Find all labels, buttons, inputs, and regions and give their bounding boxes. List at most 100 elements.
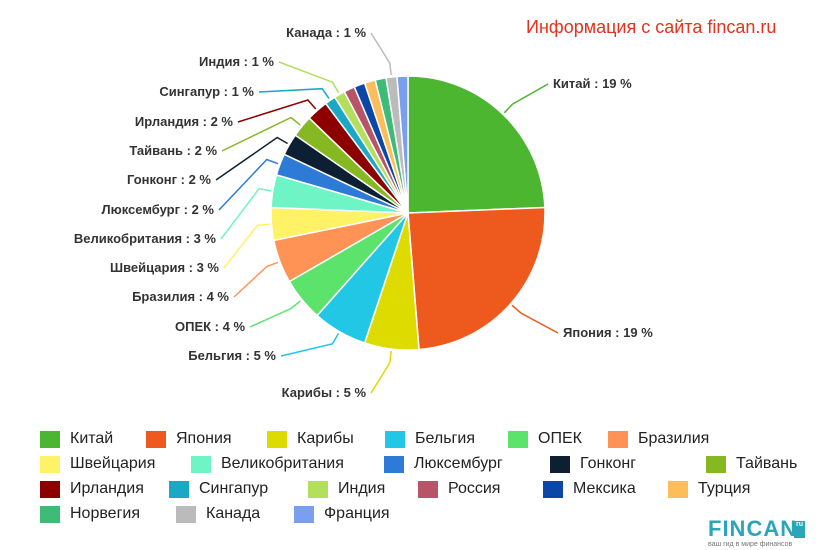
source-note: Информация с сайта fincan.ru (526, 17, 777, 37)
legend-label: Великобритания (221, 455, 344, 472)
legend-item-0[interactable]: Китай (40, 429, 113, 449)
callout-label-6: Швейцария : 3 % (110, 260, 219, 275)
callout-leader-1 (511, 304, 559, 334)
legend-item-6[interactable]: Швейцария (40, 454, 155, 474)
legend-label: Швейцария (70, 455, 156, 472)
legend-swatch (385, 430, 405, 448)
callout-leader-11 (237, 99, 317, 123)
legend-swatch (550, 455, 570, 473)
legend-item-4[interactable]: ОПЕК (508, 429, 582, 449)
logo-wordmark: FINCAN (708, 516, 798, 541)
fincan-logo: FINCAN ru ваш гид в мире финансов (708, 518, 820, 548)
callout-label-9: Гонконг : 2 % (127, 172, 211, 187)
pie-slices (270, 75, 546, 351)
legend-swatch (308, 480, 328, 498)
legend-item-14[interactable]: Россия (418, 479, 500, 499)
legend-label: Китай (70, 430, 114, 447)
legend-item-17[interactable]: Норвегия (40, 504, 140, 524)
legend-item-13[interactable]: Индия (308, 479, 385, 499)
legend-item-19[interactable]: Франция (294, 504, 390, 524)
legend-item-11[interactable]: Ирландия (40, 479, 144, 499)
callout-label-8: Люксембург : 2 % (101, 202, 214, 217)
callout-label-7: Великобритания : 3 % (74, 231, 217, 246)
callout-label-0: Китай : 19 % (553, 76, 632, 91)
callout-leader-12 (258, 87, 330, 100)
legend-swatch (608, 430, 628, 448)
legend-label: Норвегия (70, 505, 141, 522)
legend-swatch (508, 430, 528, 448)
legend-item-10[interactable]: Тайвань (706, 454, 797, 474)
legend-item-2[interactable]: Карибы (267, 429, 354, 449)
legend-swatch (40, 455, 60, 473)
pie-slice-0 (407, 75, 546, 214)
legend-swatch (146, 430, 166, 448)
callout-leader-13 (278, 61, 340, 93)
legend-swatch (40, 480, 60, 498)
callout-labels: Китай : 19 % Япония : 19 % Карибы : 5 % Бел… (74, 25, 653, 400)
pie-slice-19 (396, 75, 409, 214)
callout-leader-10 (221, 116, 301, 152)
legend-item-1[interactable]: Япония (146, 429, 232, 449)
legend-item-16[interactable]: Турция (668, 479, 750, 499)
callout-label-11: Ирландия : 2 % (135, 114, 234, 129)
callout-leader-7 (220, 187, 271, 240)
callout-leader-6 (223, 223, 270, 269)
legend-label: Канада (206, 505, 261, 522)
legend-label: Сингапур (199, 480, 269, 497)
legend-swatch (176, 505, 196, 523)
legend-label: Мексика (573, 480, 636, 497)
callout-label-5: Бразилия : 4 % (132, 289, 229, 304)
legend-label: Россия (448, 480, 501, 497)
legend-label: Франция (324, 505, 390, 522)
legend-label: Турция (698, 480, 751, 497)
legend-swatch (543, 480, 563, 498)
legend-label: ОПЕК (538, 430, 582, 447)
legend-label: Бельгия (415, 430, 475, 447)
callout-label-10: Тайвань : 2 % (129, 143, 217, 158)
callout-leader-0 (503, 83, 549, 114)
callout-label-2: Карибы : 5 % (282, 385, 367, 400)
callout-leader-8 (218, 158, 279, 211)
callout-label-3: Бельгия : 5 % (188, 348, 276, 363)
legend-item-18[interactable]: Канада (176, 504, 260, 524)
legend-swatch (418, 480, 438, 498)
legend-item-7[interactable]: Великобритания (191, 454, 344, 474)
legend-label: Карибы (297, 430, 354, 447)
legend-swatch (169, 480, 189, 498)
callout-label-18: Канада : 1 % (286, 25, 366, 40)
callout-label-4: ОПЕК : 4 % (175, 319, 245, 334)
legend-swatch (40, 430, 60, 448)
legend-label: Индия (338, 480, 386, 497)
callout-label-12: Сингапур : 1 % (159, 84, 254, 99)
legend-swatch (40, 505, 60, 523)
legend-item-15[interactable]: Мексика (543, 479, 636, 499)
legend-label: Ирландия (70, 480, 144, 497)
legend-swatch (191, 455, 211, 473)
legend-item-3[interactable]: Бельгия (385, 429, 475, 449)
legend-item-12[interactable]: Сингапур (169, 479, 268, 499)
callout-leader-18 (370, 32, 392, 76)
callout-label-1: Япония : 19 % (563, 325, 653, 340)
callout-leader-4 (249, 300, 301, 328)
legend-swatch (267, 430, 287, 448)
legend-swatch (294, 505, 314, 523)
callout-label-13: Индия : 1 % (199, 54, 274, 69)
legend-label: Япония (176, 430, 232, 447)
legend-label: Бразилия (638, 430, 710, 447)
legend-item-5[interactable]: Бразилия (608, 429, 709, 449)
legend-label: Гонконг (580, 455, 637, 472)
legend-swatch (668, 480, 688, 498)
callout-leader-5 (233, 261, 279, 298)
logo-badge: ru (794, 521, 805, 538)
chart-legend: Китай Япония Карибы Бельгия ОПЕК Бразилия Швей… (40, 429, 800, 539)
logo-tagline: ваш гид в мире финансов (708, 541, 793, 548)
callout-leaders (215, 32, 559, 394)
legend-item-8[interactable]: Люксембург (384, 454, 503, 474)
pie-slice-1 (407, 206, 546, 351)
legend-swatch (384, 455, 404, 473)
legend-label: Тайвань (736, 455, 798, 472)
legend-item-9[interactable]: Гонконг (550, 454, 636, 474)
legend-label: Люксембург (414, 455, 503, 472)
legend-swatch (706, 455, 726, 473)
